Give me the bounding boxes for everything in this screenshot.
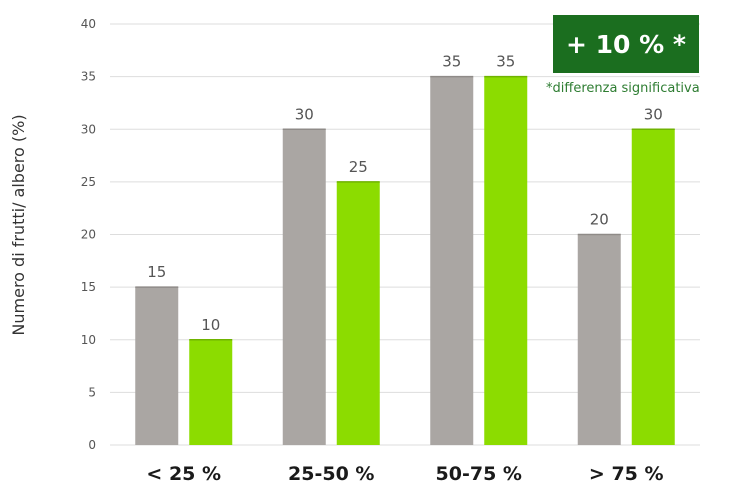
bar-value-label: 10 bbox=[201, 316, 220, 334]
y-tick-label: 15 bbox=[81, 280, 96, 294]
x-category-label: 25-50 % bbox=[288, 463, 374, 485]
y-axis-ticks: 0 5 10 15 20 25 30 35 40 bbox=[81, 17, 96, 452]
footnote: *differenza significativa bbox=[546, 81, 736, 96]
bar bbox=[430, 76, 474, 445]
x-category-label: 50-75 % bbox=[436, 463, 522, 485]
y-tick-label: 35 bbox=[81, 70, 96, 84]
y-tick-label: 25 bbox=[81, 175, 96, 189]
footnote-text: *differenza significativa bbox=[546, 81, 700, 96]
y-tick-label: 0 bbox=[88, 438, 96, 452]
y-tick-label: 10 bbox=[81, 333, 96, 347]
bar bbox=[484, 76, 528, 445]
badge-text: + 10 % * bbox=[566, 29, 686, 59]
bars bbox=[135, 75, 675, 445]
y-tick-label: 30 bbox=[81, 122, 96, 136]
y-tick-label: 20 bbox=[81, 228, 96, 242]
significance-badge: + 10 % * bbox=[553, 15, 699, 73]
value-labels: 15 10 30 25 35 35 20 30 bbox=[147, 53, 663, 334]
bar bbox=[577, 234, 621, 445]
y-tick-label: 5 bbox=[88, 385, 96, 399]
x-axis-category-labels: < 25 % 25-50 % 50-75 % > 75 % bbox=[146, 463, 663, 485]
bar bbox=[282, 129, 326, 445]
bar-value-label: 30 bbox=[644, 105, 663, 123]
bar-value-label: 30 bbox=[295, 105, 314, 123]
bar bbox=[336, 181, 380, 445]
x-category-label: < 25 % bbox=[146, 463, 221, 485]
bar-value-label: 25 bbox=[349, 158, 368, 176]
bar-value-label: 35 bbox=[496, 53, 515, 71]
bar-value-label: 15 bbox=[147, 263, 166, 281]
bar bbox=[631, 129, 675, 445]
y-tick-label: 40 bbox=[81, 17, 96, 31]
bar bbox=[189, 339, 233, 445]
bar-value-label: 35 bbox=[442, 53, 461, 71]
y-axis-label: Numero di frutti/ albero (%) bbox=[9, 114, 28, 335]
bar bbox=[135, 287, 179, 445]
bar-value-label: 20 bbox=[590, 211, 609, 229]
x-category-label: > 75 % bbox=[589, 463, 664, 485]
